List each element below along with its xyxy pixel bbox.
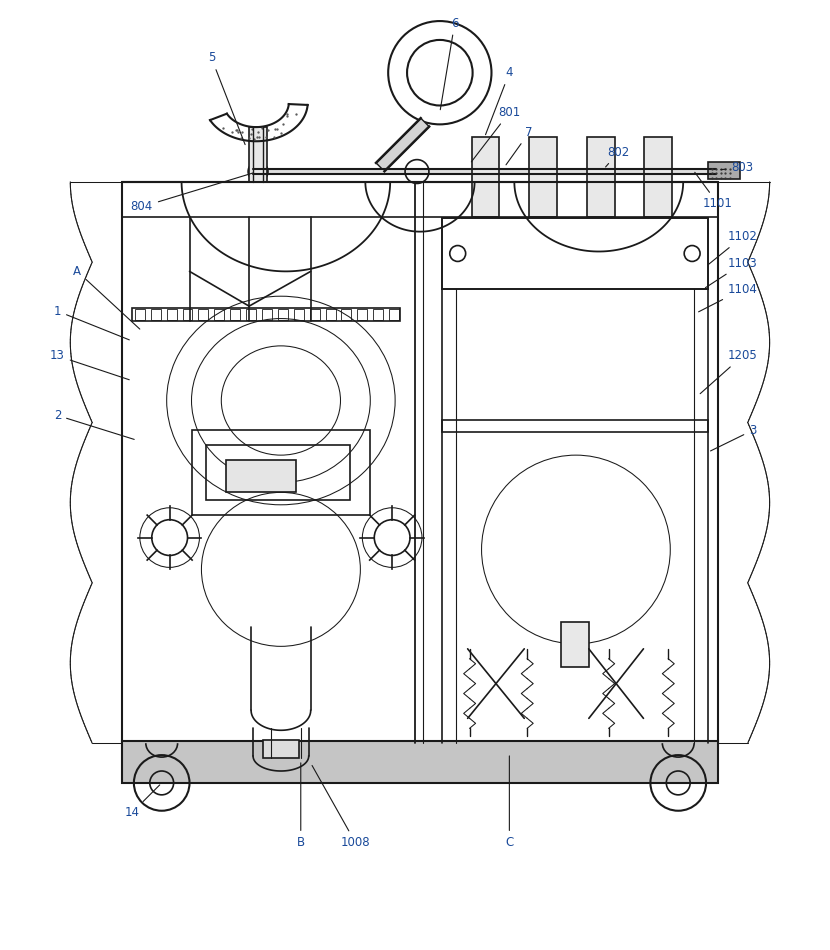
Text: 1102: 1102 (708, 230, 758, 265)
Bar (471, 138, 500, 217)
Bar (227, 460, 295, 492)
Bar (192, 430, 370, 515)
Text: 14: 14 (124, 785, 159, 819)
Bar (442, 218, 708, 289)
Bar (122, 182, 718, 743)
Bar (341, 309, 351, 320)
Bar (249, 127, 267, 182)
Bar (278, 309, 288, 320)
Text: 4: 4 (486, 66, 513, 135)
Text: 3: 3 (710, 424, 756, 451)
Bar (230, 309, 240, 320)
Bar (247, 309, 256, 320)
Text: 6: 6 (440, 16, 458, 109)
Text: 7: 7 (506, 125, 533, 164)
Bar (442, 420, 708, 432)
Text: 1: 1 (54, 305, 129, 340)
Bar (207, 446, 350, 500)
Bar (122, 741, 718, 783)
Bar (253, 169, 716, 174)
Bar (389, 309, 399, 320)
Bar (374, 309, 383, 320)
Bar (263, 740, 299, 758)
Bar (183, 309, 193, 320)
Bar (325, 309, 335, 320)
Text: 1008: 1008 (312, 766, 370, 849)
Text: 1205: 1205 (701, 350, 758, 393)
Bar (294, 309, 304, 320)
Text: 2: 2 (54, 408, 134, 440)
Text: 801: 801 (471, 106, 520, 162)
Text: A: A (73, 265, 139, 329)
Text: 1101: 1101 (695, 172, 733, 210)
Polygon shape (376, 118, 429, 171)
Bar (135, 309, 144, 320)
Text: 802: 802 (606, 145, 630, 167)
Bar (530, 138, 557, 217)
Bar (708, 162, 740, 179)
Text: 13: 13 (50, 350, 129, 380)
Text: B: B (296, 763, 305, 849)
Text: C: C (505, 756, 514, 849)
Bar (442, 218, 708, 289)
Bar (198, 309, 208, 320)
Text: 5: 5 (208, 51, 245, 144)
Bar (587, 138, 615, 217)
Text: 1103: 1103 (706, 256, 758, 288)
Bar (151, 309, 161, 320)
Bar (167, 309, 177, 320)
Bar (214, 309, 224, 320)
Text: 803: 803 (720, 161, 754, 174)
Bar (310, 309, 320, 320)
Text: 1104: 1104 (699, 283, 758, 312)
Bar (132, 308, 400, 321)
Text: 804: 804 (130, 173, 253, 214)
Bar (644, 138, 672, 217)
Bar (561, 622, 588, 667)
Bar (262, 309, 272, 320)
Bar (358, 309, 368, 320)
